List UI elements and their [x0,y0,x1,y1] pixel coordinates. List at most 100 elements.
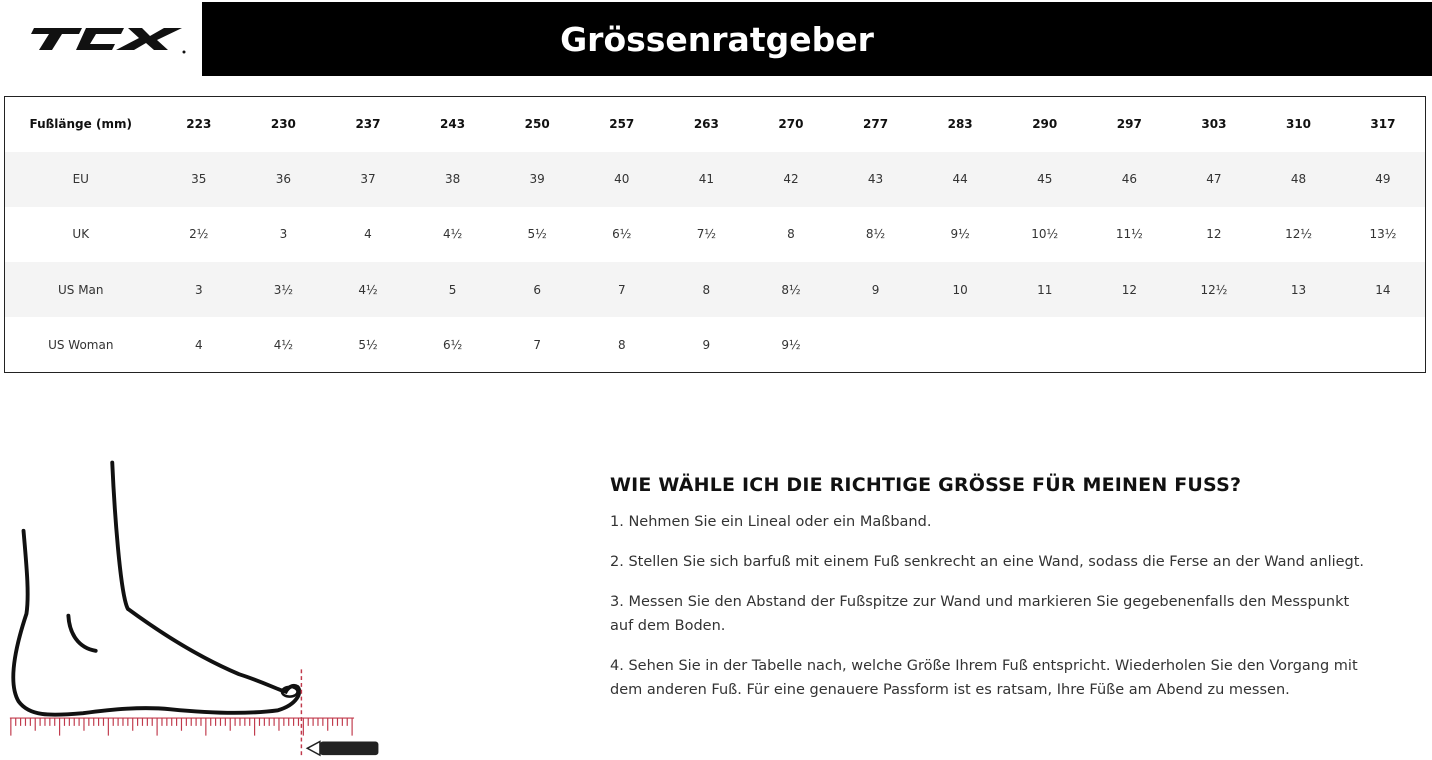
size-cell: 41 [698,172,714,187]
header-label: Fußlänge (mm) [29,117,132,132]
size-cell: 10½ [1031,227,1059,242]
size-cell: 40 [614,172,630,187]
size-cell [918,317,1003,372]
size-cell: 10 [952,282,968,297]
size-cell: 6½ [612,227,632,242]
tcx-logo [31,28,186,54]
size-guide-instructions: WIE WÄHLE ICH DIE RICHTIGE GRÖSSE FÜR ME… [610,474,1370,718]
size-cell: 3 [279,227,288,242]
size-cell: 38 [444,172,461,187]
foot-length-header: 290 [1032,117,1058,132]
foot-length-header: 257 [609,117,635,132]
size-cell [1256,317,1341,372]
size-cell: 37 [360,172,376,187]
size-cell: 2½ [189,227,209,242]
size-cell: 7 [533,337,541,352]
size-cell: 8 [617,337,626,352]
row-label: EU [72,172,89,187]
foot-length-header: 237 [355,117,381,132]
size-cell: 48 [1290,172,1307,187]
size-cell: 4½ [273,337,294,352]
row-label: UK [72,227,90,242]
size-cell: 5 [448,282,457,297]
size-cell: 39 [529,172,545,187]
size-cell: 4½ [442,227,463,242]
size-cell: 4 [194,337,203,352]
step-4: 4. Sehen Sie in der Tabelle nach, welche… [610,658,1358,698]
size-cell: 45 [1037,172,1053,187]
pencil-icon [305,740,379,757]
size-cell: 6 [533,282,541,297]
size-cell: 8 [787,227,795,242]
row-label: US Woman [48,337,114,352]
size-cell: 8½ [781,282,801,297]
size-cell: 13½ [1369,227,1397,242]
table-row: US Man 3 3½ 4½ 5 6 7 8 8½ 9 10 11 12 12½ 13 14 [4,262,1426,318]
table-row: EU 35 36 37 38 39 40 41 42 43 44 45 46 47 48 49 [4,151,1426,207]
size-cell: 5½ [358,337,378,352]
row-label: US Man [57,282,104,297]
foot-length-header: 263 [693,117,719,132]
size-cell: 3 [194,282,203,297]
foot-length-header: 270 [778,117,804,132]
ankle-line-icon [66,613,98,653]
size-cell: 4½ [358,282,378,297]
size-cell: 6½ [442,337,463,352]
size-cell: 11 [1037,282,1053,297]
size-cell: 12 [1121,282,1137,297]
foot-length-header: 297 [1116,117,1142,132]
size-cell: 14 [1375,282,1391,297]
table-row: US Woman 4 4½ 5½ 6½ 7 8 9 9½ [5,317,1426,372]
size-cell: 46 [1121,172,1137,187]
foot-length-header: 243 [440,117,466,132]
size-cell: 9½ [950,227,970,242]
step-1: 1. Nehmen Sie ein Lineal oder ein Maßban… [610,514,932,530]
size-cell: 8½ [865,227,886,242]
size-chart-table: Fußlänge (mm) 223 230 237 243 250 257 263 270 277… [4,96,1426,373]
foot-outline-icon [11,460,302,717]
foot-length-header: 230 [270,117,296,132]
size-cell: 47 [1206,172,1222,187]
size-cell: 12½ [1285,227,1312,242]
size-cell: 4 [364,227,372,242]
size-cell [833,317,918,372]
table-row: UK 2½ 3 4 4½ 5½ 6½ 7½ 8 8½ 9½ 10½ 11½ 12 12½ 13½ [5,207,1426,262]
size-cell [1172,317,1257,372]
size-cell: 43 [867,172,884,187]
ruler-icon [9,717,355,736]
foot-length-header: 303 [1201,117,1227,132]
size-cell: 7½ [696,227,716,242]
size-cell: 44 [952,172,968,187]
page-title-banner: Grössenratgeber [202,2,1432,76]
size-cell: 9½ [781,337,801,352]
size-cell: 12½ [1200,282,1228,297]
step-3: 3. Messen Sie den Abstand der Fußspitze … [610,594,1350,634]
size-cell: 9 [702,337,711,352]
size-cell: 12 [1206,227,1222,242]
size-cell [1002,317,1087,372]
foot-length-header: 317 [1370,117,1396,132]
size-cell [1087,317,1172,372]
size-cell [1341,317,1426,372]
size-cell: 9 [871,282,880,297]
size-cell: 13 [1290,282,1307,297]
instructions-heading: WIE WÄHLE ICH DIE RICHTIGE GRÖSSE FÜR ME… [610,474,1242,496]
foot-length-header: 223 [186,117,212,132]
size-cell: 42 [783,172,799,187]
foot-length-header: 283 [947,117,973,132]
step-2: 2. Stellen Sie sich barfuß mit einem Fuß… [610,554,1365,570]
size-cell: 5½ [527,227,547,242]
size-cell: 35 [191,172,207,187]
size-cell: 7 [617,282,626,297]
foot-length-header: 277 [863,117,889,132]
size-cell: 3½ [273,282,294,297]
size-cell: 49 [1375,172,1391,187]
page-title: Grössenratgeber [560,19,874,59]
size-cell: 11½ [1115,227,1143,242]
size-cell: 36 [275,172,292,187]
foot-length-header: 250 [524,117,550,132]
foot-length-header: 310 [1285,117,1312,132]
foot-measurement-illustration [9,460,379,757]
table-header-row: Fußlänge (mm) 223 230 237 243 250 257 263 270 277… [5,97,1426,152]
size-cell: 8 [702,282,711,297]
